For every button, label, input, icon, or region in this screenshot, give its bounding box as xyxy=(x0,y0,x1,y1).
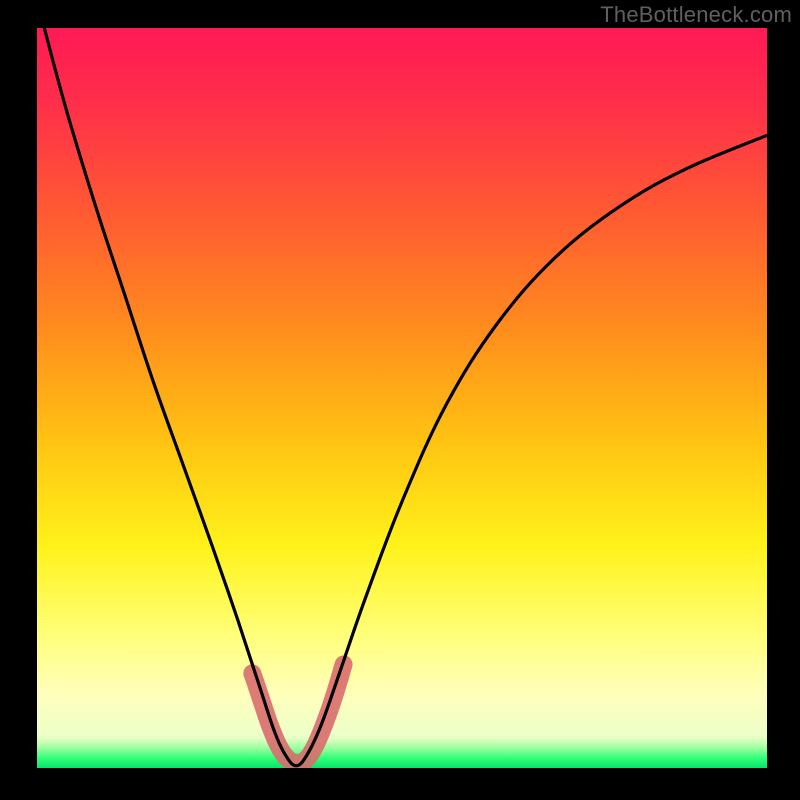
chart-stage: TheBottleneck.com xyxy=(0,0,800,800)
plot-background xyxy=(37,28,767,768)
green-bottom-band xyxy=(37,737,767,768)
watermark-text: TheBottleneck.com xyxy=(600,2,792,28)
chart-svg xyxy=(0,0,800,800)
